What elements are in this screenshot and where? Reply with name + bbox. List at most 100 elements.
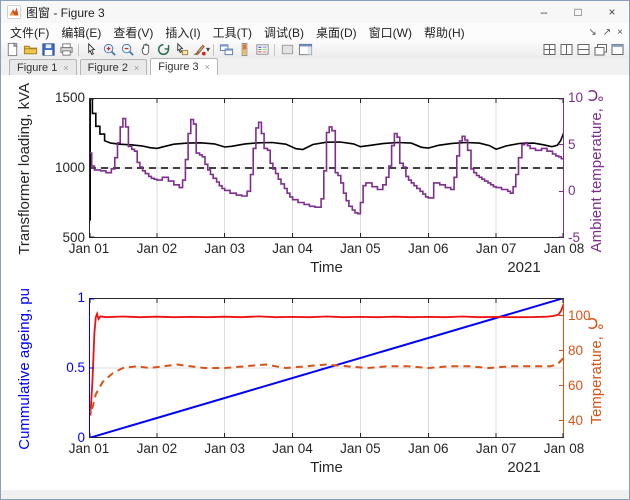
print-figure-button[interactable] [57,42,75,58]
menu-item[interactable]: 窗口(W) [368,25,412,40]
single-window-button[interactable] [610,42,625,58]
figure-tab-bar: Figure 1 × Figure 2 × Figure 3 × [1,58,629,76]
save-figure-icon [41,43,55,56]
brush-data-button[interactable] [190,42,208,58]
ytick-left-label: 1 [77,290,85,305]
xtick-label: Jan 06 [408,241,449,256]
xtick-label: Jan 08 [543,441,585,456]
ytick-left-label: 0.5 [66,360,85,375]
ytick-right-label: 40 [568,412,584,428]
y-axis-left-label: Transflormer loading, kVA [15,76,33,262]
insert-colorbar-icon [241,42,247,57]
y-axis-right-label-text: Temperature, ℃ [588,313,605,425]
menu-item[interactable]: 工具(T) [212,25,252,40]
xtick-label: Jan 04 [272,241,313,256]
ytick-right-label: 5 [568,136,576,152]
data-cursor-button[interactable] [172,42,190,58]
print-figure-icon [59,43,73,56]
tile-columns-button[interactable] [559,42,574,58]
pan-hand-button[interactable] [136,42,154,58]
tab-label: Figure 2 [87,61,128,74]
xtick-label: Jan 07 [475,441,517,456]
ytick-left-label: 1000 [54,160,85,175]
minimize-button[interactable]: – [540,5,548,19]
zoom-in-button[interactable] [100,42,118,58]
toolbar-separator [78,43,79,56]
single-window-icon [611,44,624,55]
figure-tab-figure-1[interactable]: Figure 1 × [9,59,77,75]
x-axis-year-label: 2021 [507,259,541,276]
data-cursor-icon [176,42,188,56]
insert-colorbar-button[interactable] [235,42,253,58]
series-transformer-loading [89,97,565,221]
open-folder-icon [23,45,37,55]
y-axis-left-label-text: Transflormer loading, kVA [15,83,33,255]
tab-close-icon[interactable]: × [133,62,140,73]
xtick-label: Jan 08 [543,241,585,256]
series-temperature-orange-dashed [88,356,565,418]
xtick-label: Jan 01 [68,441,110,456]
chart-top-loading-ambient [89,97,565,238]
tab-close-icon[interactable]: × [204,62,210,72]
menu-item[interactable]: 帮助(H) [423,25,465,40]
y-axis-right-label: Temperature, ℃ [588,276,606,462]
undock-figure-icon[interactable]: ↗ [602,26,612,38]
brush-dropdown-caret[interactable]: ▾ [206,45,211,54]
x-axis-label: Time [310,259,343,276]
menu-item[interactable]: 编辑(E) [61,25,102,40]
xtick-label: Jan 01 [68,241,110,256]
window-controls: – □ × [527,1,629,23]
xtick-label: Jan 02 [136,241,178,256]
toolbar-separator [213,43,215,56]
tab-label: Figure 3 [158,61,199,73]
zoom-out-button[interactable] [118,42,136,58]
figure-layout-buttons [542,42,629,58]
insert-legend-button[interactable] [253,42,271,58]
close-button[interactable]: × [608,5,616,19]
figure-tab-figure-2[interactable]: Figure 2 × [79,59,148,75]
xtick-label: Jan 05 [340,441,381,456]
maximize-button[interactable]: □ [574,5,582,19]
x-axis-year-label: 2021 [507,459,541,476]
ytick-left-label: 0 [77,430,85,445]
dock-figure-icon[interactable]: ↘ [588,26,597,38]
tab-close-icon[interactable]: × [63,62,69,73]
menu-item[interactable]: 桌面(D) [315,25,357,40]
ytick-left-label: 1500 [54,90,85,105]
series-temperature-red-solid [88,302,565,416]
rotate-3d-icon [157,43,169,56]
toolbar: ▾ [1,41,629,59]
insert-legend-icon [255,44,269,55]
show-plot-tools-button[interactable] [296,42,314,58]
menu-item[interactable]: 查看(V) [113,25,154,40]
cascade-windows-button[interactable] [593,42,608,58]
y-axis-right-label-text: Ambient temperature, ℃ [588,85,605,253]
tile-grid-button[interactable] [542,42,557,58]
hide-plot-tools-button[interactable] [278,42,296,58]
series-cumulative-ageing [88,297,565,439]
link-plots-button[interactable] [217,42,235,58]
figure-tab-figure-3[interactable]: Figure 3 × [150,58,218,75]
series-ambient-temperature [89,117,565,215]
new-document-button[interactable] [3,42,21,58]
edit-plot-button[interactable] [82,42,100,58]
toolbar-separator [274,43,276,56]
y-axis-left-label: Cummulative ageing, pu [15,276,33,462]
ytick-right-label: 0 [568,183,576,199]
pan-hand-icon [141,43,149,56]
menu-item[interactable]: 调试(B) [263,25,304,40]
close-figure-icon[interactable]: × [617,26,623,38]
figure-canvas: 500 1000 1500 -5 0 5 10 Jan 01 Jan 02 Jan 03 Jan 0… [1,75,629,499]
matlab-icon [7,5,21,19]
ytick-right-label: 10 [568,90,584,105]
link-plots-icon [219,44,233,56]
menu-item[interactable]: 插入(I) [165,25,201,40]
menu-item[interactable]: 文件(F) [10,25,50,40]
rotate-3d-button[interactable] [154,42,172,58]
open-folder-button[interactable] [21,42,39,58]
tile-columns-icon [560,44,573,55]
tile-grid-icon [543,44,556,55]
save-figure-button[interactable] [39,42,57,58]
tile-rows-button[interactable] [576,42,591,58]
